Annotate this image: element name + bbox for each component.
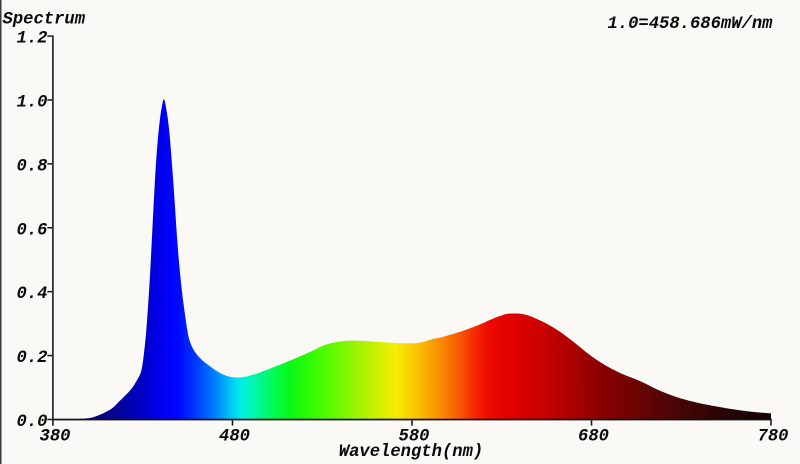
svg-text:0.2: 0.2 (17, 349, 48, 368)
svg-text:1.0: 1.0 (17, 94, 48, 113)
svg-text:1.2: 1.2 (17, 30, 48, 49)
svg-text:0.6: 0.6 (17, 221, 48, 240)
svg-text:0.4: 0.4 (17, 285, 48, 304)
svg-text:380: 380 (40, 427, 71, 446)
svg-text:Spectrum: Spectrum (3, 11, 86, 30)
svg-text:0.0: 0.0 (17, 413, 48, 432)
svg-text:480: 480 (219, 427, 250, 446)
svg-text:580: 580 (399, 427, 430, 446)
svg-text:0.8: 0.8 (17, 157, 48, 176)
svg-text:680: 680 (578, 427, 609, 446)
svg-text:1.0=458.686mW/nm: 1.0=458.686mW/nm (607, 15, 773, 34)
svg-text:Wavelength(nm): Wavelength(nm) (339, 443, 483, 462)
svg-text:780: 780 (758, 427, 789, 446)
